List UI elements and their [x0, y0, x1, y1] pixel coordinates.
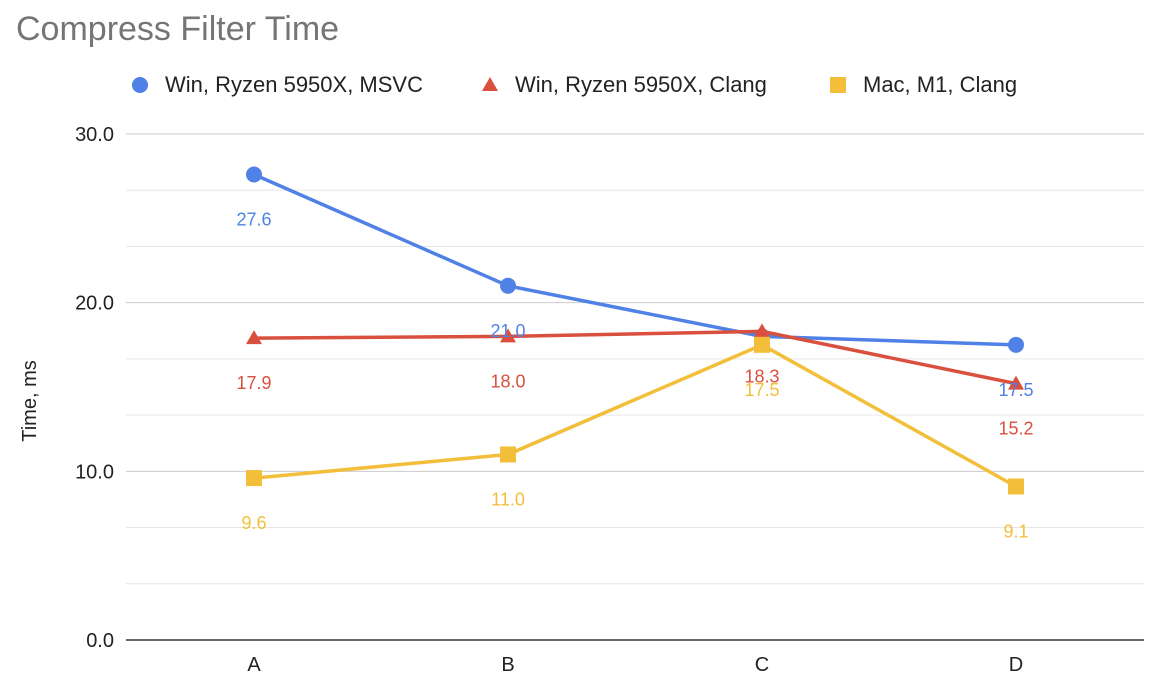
y-tick-label: 0.0 — [86, 630, 114, 652]
data-label: 21.0 — [490, 321, 525, 341]
series-group — [246, 323, 1024, 390]
data-label: 15.2 — [998, 419, 1033, 439]
legend-marker — [830, 77, 846, 93]
series-group — [246, 336, 1024, 495]
series-line — [253, 172, 1017, 347]
x-tick-label: B — [501, 654, 514, 676]
series-line — [253, 329, 1017, 386]
data-point — [246, 330, 262, 345]
data-label: 17.9 — [236, 373, 271, 393]
legend-label: Win, Ryzen 5950X, Clang — [515, 72, 767, 97]
data-label: 18.0 — [490, 371, 525, 391]
legend-marker — [132, 77, 148, 93]
legend-label: Win, Ryzen 5950X, MSVC — [165, 72, 423, 97]
y-tick-label: 20.0 — [75, 293, 114, 315]
x-tick-label: A — [247, 654, 261, 676]
data-point — [754, 323, 770, 338]
series-group — [246, 166, 1024, 353]
data-point — [500, 328, 516, 343]
y-axis-ticks: 0.0 10.0 20.0 30.0 — [75, 124, 114, 652]
x-tick-label: D — [1009, 654, 1023, 676]
data-label: 9.1 — [1003, 522, 1028, 542]
data-point — [1008, 478, 1024, 495]
data-label: 17.5 — [744, 380, 779, 400]
gridlines — [126, 133, 1144, 641]
legend: Win, Ryzen 5950X, MSVC Win, Ryzen 5950X, … — [132, 72, 1017, 97]
series-line — [253, 343, 1017, 489]
data-label: 11.0 — [491, 489, 525, 509]
legend-item: Win, Ryzen 5950X, MSVC — [132, 72, 423, 97]
data-point — [500, 446, 516, 463]
data-point — [246, 470, 262, 487]
legend-item: Win, Ryzen 5950X, Clang — [482, 72, 767, 97]
series-layer — [246, 166, 1024, 495]
legend-label: Mac, M1, Clang — [863, 72, 1017, 97]
data-point — [500, 277, 516, 294]
y-tick-label: 10.0 — [75, 461, 114, 483]
legend-marker — [482, 77, 498, 91]
data-labels: 27.6 21.0 17.5 17.9 18.0 18.3 15.2 9.6 11.0 17.5 9… — [236, 209, 1033, 541]
chart-title: Compress Filter Time — [16, 10, 339, 48]
data-label: 9.6 — [241, 513, 266, 533]
data-label: 27.6 — [236, 209, 271, 229]
data-label: 18.3 — [744, 366, 779, 386]
data-label: 17.5 — [998, 380, 1033, 400]
x-axis-ticks: A B C D — [247, 654, 1023, 676]
y-axis-title: Time, ms — [19, 360, 41, 441]
legend-item: Mac, M1, Clang — [830, 72, 1017, 97]
data-point — [1008, 375, 1024, 390]
x-tick-label: C — [755, 654, 769, 676]
data-point — [246, 166, 262, 183]
data-point — [1008, 336, 1024, 353]
data-point — [754, 336, 770, 353]
y-tick-label: 30.0 — [75, 124, 114, 146]
